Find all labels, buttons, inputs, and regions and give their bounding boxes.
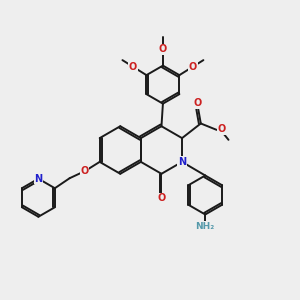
Text: O: O xyxy=(80,166,89,176)
Text: O: O xyxy=(129,61,137,72)
Text: O: O xyxy=(159,44,167,54)
Text: N: N xyxy=(178,157,186,167)
Text: O: O xyxy=(157,193,166,203)
Text: O: O xyxy=(218,124,226,134)
Text: O: O xyxy=(194,98,202,108)
Text: NH₂: NH₂ xyxy=(196,222,215,231)
Text: O: O xyxy=(189,61,197,72)
Text: N: N xyxy=(34,174,43,184)
